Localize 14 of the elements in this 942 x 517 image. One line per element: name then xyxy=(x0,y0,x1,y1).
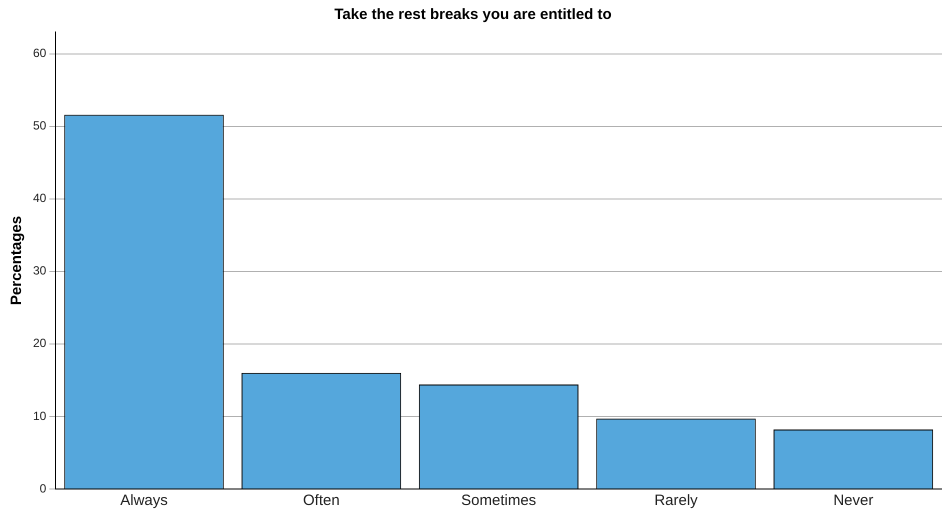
y-tick-label: 10 xyxy=(32,408,47,423)
y-tick-label: 50 xyxy=(32,118,47,133)
x-tick-label: Often xyxy=(303,492,340,510)
x-tick-label: Sometimes xyxy=(461,492,536,510)
y-tick-label: 0 xyxy=(40,481,47,496)
y-axis-title: Percentages xyxy=(8,216,26,306)
x-tick-label: Always xyxy=(120,492,168,510)
x-tick-label: Rarely xyxy=(654,492,698,510)
x-tick-label: Never xyxy=(833,492,874,510)
y-tick-label: 40 xyxy=(32,191,47,206)
y-tick-label: 20 xyxy=(32,336,47,350)
chart-title: Take the rest breaks you are entitled to xyxy=(334,6,612,24)
y-tick-label: 60 xyxy=(32,46,47,60)
y-tick-label: 30 xyxy=(32,264,47,278)
